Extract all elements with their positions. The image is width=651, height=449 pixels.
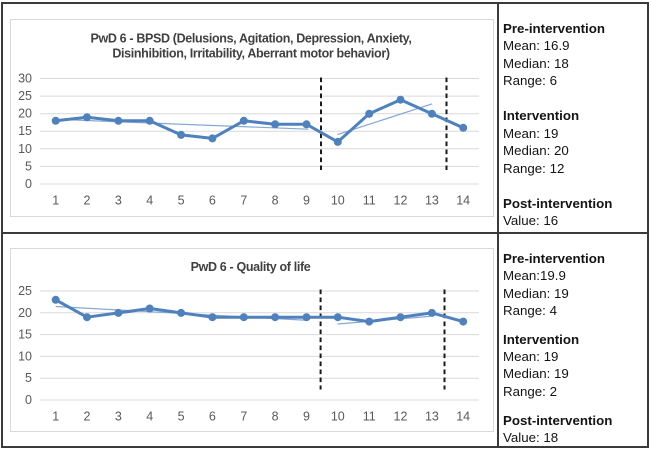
svg-text:5: 5 <box>178 410 185 424</box>
svg-text:3: 3 <box>115 410 122 424</box>
svg-text:6: 6 <box>209 194 216 208</box>
svg-text:Disinhibition, Irritability, A: Disinhibition, Irritability, Aberrant mo… <box>112 47 389 61</box>
svg-text:15: 15 <box>18 328 32 342</box>
svg-text:7: 7 <box>240 410 247 424</box>
svg-text:4: 4 <box>146 194 153 208</box>
svg-text:25: 25 <box>18 284 32 298</box>
svg-text:4: 4 <box>146 410 153 424</box>
svg-text:8: 8 <box>272 410 279 424</box>
svg-text:13: 13 <box>425 194 439 208</box>
svg-text:25: 25 <box>18 89 32 103</box>
svg-text:7: 7 <box>240 194 247 208</box>
svg-text:1: 1 <box>52 194 59 208</box>
svg-text:9: 9 <box>303 410 310 424</box>
svg-text:5: 5 <box>25 159 32 173</box>
svg-text:20: 20 <box>18 306 32 320</box>
svg-text:0: 0 <box>25 393 32 407</box>
svg-text:12: 12 <box>394 410 408 424</box>
svg-text:5: 5 <box>25 371 32 385</box>
svg-text:2: 2 <box>84 410 91 424</box>
svg-text:PwD 6 - BPSD (Delusions, Agita: PwD 6 - BPSD (Delusions, Agitation, Depr… <box>91 31 412 45</box>
svg-text:10: 10 <box>331 194 345 208</box>
svg-text:11: 11 <box>363 194 376 208</box>
svg-text:20: 20 <box>18 107 32 121</box>
svg-text:30: 30 <box>18 72 32 86</box>
svg-text:12: 12 <box>394 194 408 208</box>
svg-text:PwD 6 - Quality of life: PwD 6 - Quality of life <box>191 260 311 274</box>
svg-text:15: 15 <box>18 124 32 138</box>
svg-text:5: 5 <box>178 194 185 208</box>
svg-text:1: 1 <box>52 410 59 424</box>
svg-text:2: 2 <box>84 194 91 208</box>
svg-text:14: 14 <box>456 194 470 208</box>
svg-text:8: 8 <box>272 194 279 208</box>
svg-text:6: 6 <box>209 410 216 424</box>
svg-text:0: 0 <box>25 177 32 191</box>
svg-text:10: 10 <box>18 142 32 156</box>
svg-text:9: 9 <box>303 194 310 208</box>
svg-text:14: 14 <box>456 410 470 424</box>
svg-text:10: 10 <box>331 410 345 424</box>
svg-text:10: 10 <box>18 349 32 363</box>
svg-text:3: 3 <box>115 194 122 208</box>
svg-text:11: 11 <box>363 410 376 424</box>
svg-text:13: 13 <box>425 410 439 424</box>
